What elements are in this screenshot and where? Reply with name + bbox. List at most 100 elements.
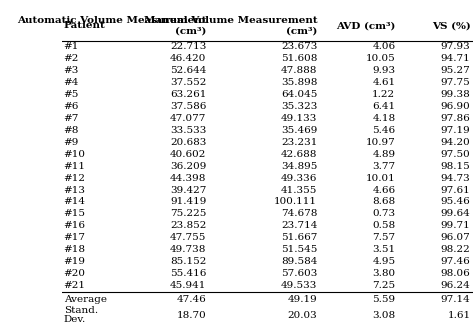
- Text: #10: #10: [64, 150, 86, 159]
- Text: 0.73: 0.73: [372, 209, 395, 218]
- Text: #12: #12: [64, 173, 86, 183]
- Text: 10.97: 10.97: [365, 138, 395, 147]
- Text: 85.152: 85.152: [170, 257, 206, 266]
- Text: 4.95: 4.95: [372, 257, 395, 266]
- Text: 99.38: 99.38: [441, 90, 471, 99]
- Text: 47.888: 47.888: [281, 66, 317, 75]
- Text: 47.46: 47.46: [176, 295, 206, 304]
- Text: 0.58: 0.58: [372, 221, 395, 230]
- Text: 23.714: 23.714: [281, 221, 317, 230]
- Text: 23.231: 23.231: [281, 138, 317, 147]
- Text: 57.603: 57.603: [281, 269, 317, 278]
- Text: 33.533: 33.533: [170, 126, 206, 135]
- Text: #1: #1: [64, 42, 79, 51]
- Text: #6: #6: [64, 102, 79, 111]
- Text: 97.50: 97.50: [441, 150, 471, 159]
- Text: 91.419: 91.419: [170, 198, 206, 206]
- Text: 97.93: 97.93: [441, 42, 471, 51]
- Text: #4: #4: [64, 78, 79, 87]
- Text: 46.420: 46.420: [170, 54, 206, 63]
- Text: Automatic Volume Measurement
(cm³): Automatic Volume Measurement (cm³): [17, 16, 206, 36]
- Text: 18.70: 18.70: [176, 311, 206, 319]
- Text: 36.209: 36.209: [170, 162, 206, 170]
- Text: 51.667: 51.667: [281, 233, 317, 242]
- Text: 95.46: 95.46: [441, 198, 471, 206]
- Text: 52.644: 52.644: [170, 66, 206, 75]
- Text: 4.18: 4.18: [372, 114, 395, 123]
- Text: 89.584: 89.584: [281, 257, 317, 266]
- Text: 49.533: 49.533: [281, 281, 317, 290]
- Text: 96.90: 96.90: [441, 102, 471, 111]
- Text: 47.077: 47.077: [170, 114, 206, 123]
- Text: 20.03: 20.03: [288, 311, 317, 319]
- Text: Patient: Patient: [64, 21, 105, 30]
- Text: 98.06: 98.06: [441, 269, 471, 278]
- Text: 7.25: 7.25: [372, 281, 395, 290]
- Text: 51.608: 51.608: [281, 54, 317, 63]
- Text: 95.27: 95.27: [441, 66, 471, 75]
- Text: 10.01: 10.01: [365, 173, 395, 183]
- Text: 3.51: 3.51: [372, 245, 395, 254]
- Text: 35.898: 35.898: [281, 78, 317, 87]
- Text: 3.08: 3.08: [372, 311, 395, 319]
- Text: 63.261: 63.261: [170, 90, 206, 99]
- Text: #21: #21: [64, 281, 86, 290]
- Text: #3: #3: [64, 66, 79, 75]
- Text: 99.64: 99.64: [441, 209, 471, 218]
- Text: 39.427: 39.427: [170, 185, 206, 195]
- Text: 49.336: 49.336: [281, 173, 317, 183]
- Text: 5.46: 5.46: [372, 126, 395, 135]
- Text: Manual Volume Measurement
(cm³): Manual Volume Measurement (cm³): [144, 16, 317, 36]
- Text: 8.68: 8.68: [372, 198, 395, 206]
- Text: 51.545: 51.545: [281, 245, 317, 254]
- Text: 6.41: 6.41: [372, 102, 395, 111]
- Text: #8: #8: [64, 126, 79, 135]
- Text: 97.61: 97.61: [441, 185, 471, 195]
- Text: 97.75: 97.75: [441, 78, 471, 87]
- Text: 97.19: 97.19: [441, 126, 471, 135]
- Text: #2: #2: [64, 54, 79, 63]
- Text: 49.133: 49.133: [281, 114, 317, 123]
- Text: 35.469: 35.469: [281, 126, 317, 135]
- Text: 35.323: 35.323: [281, 102, 317, 111]
- Text: 5.59: 5.59: [372, 295, 395, 304]
- Text: 47.755: 47.755: [170, 233, 206, 242]
- Text: 3.77: 3.77: [372, 162, 395, 170]
- Text: 75.225: 75.225: [170, 209, 206, 218]
- Text: 7.57: 7.57: [372, 233, 395, 242]
- Text: 49.738: 49.738: [170, 245, 206, 254]
- Text: 10.05: 10.05: [365, 54, 395, 63]
- Text: Stand.
Dev.: Stand. Dev.: [64, 306, 98, 324]
- Text: #9: #9: [64, 138, 79, 147]
- Text: 98.22: 98.22: [441, 245, 471, 254]
- Text: 98.15: 98.15: [441, 162, 471, 170]
- Text: 37.552: 37.552: [170, 78, 206, 87]
- Text: 49.19: 49.19: [288, 295, 317, 304]
- Text: #11: #11: [64, 162, 86, 170]
- Text: 99.71: 99.71: [441, 221, 471, 230]
- Text: 97.46: 97.46: [441, 257, 471, 266]
- Text: 4.66: 4.66: [372, 185, 395, 195]
- Text: 23.673: 23.673: [281, 42, 317, 51]
- Text: #15: #15: [64, 209, 86, 218]
- Text: #18: #18: [64, 245, 86, 254]
- Text: 1.61: 1.61: [447, 311, 471, 319]
- Text: 9.93: 9.93: [372, 66, 395, 75]
- Text: 22.713: 22.713: [170, 42, 206, 51]
- Text: 94.73: 94.73: [441, 173, 471, 183]
- Text: 37.586: 37.586: [170, 102, 206, 111]
- Text: 40.602: 40.602: [170, 150, 206, 159]
- Text: 4.89: 4.89: [372, 150, 395, 159]
- Text: 34.895: 34.895: [281, 162, 317, 170]
- Text: 3.80: 3.80: [372, 269, 395, 278]
- Text: 96.07: 96.07: [441, 233, 471, 242]
- Text: 96.24: 96.24: [441, 281, 471, 290]
- Text: #14: #14: [64, 198, 86, 206]
- Text: 94.20: 94.20: [441, 138, 471, 147]
- Text: #5: #5: [64, 90, 79, 99]
- Text: #20: #20: [64, 269, 86, 278]
- Text: 4.06: 4.06: [372, 42, 395, 51]
- Text: 97.86: 97.86: [441, 114, 471, 123]
- Text: 64.045: 64.045: [281, 90, 317, 99]
- Text: 74.678: 74.678: [281, 209, 317, 218]
